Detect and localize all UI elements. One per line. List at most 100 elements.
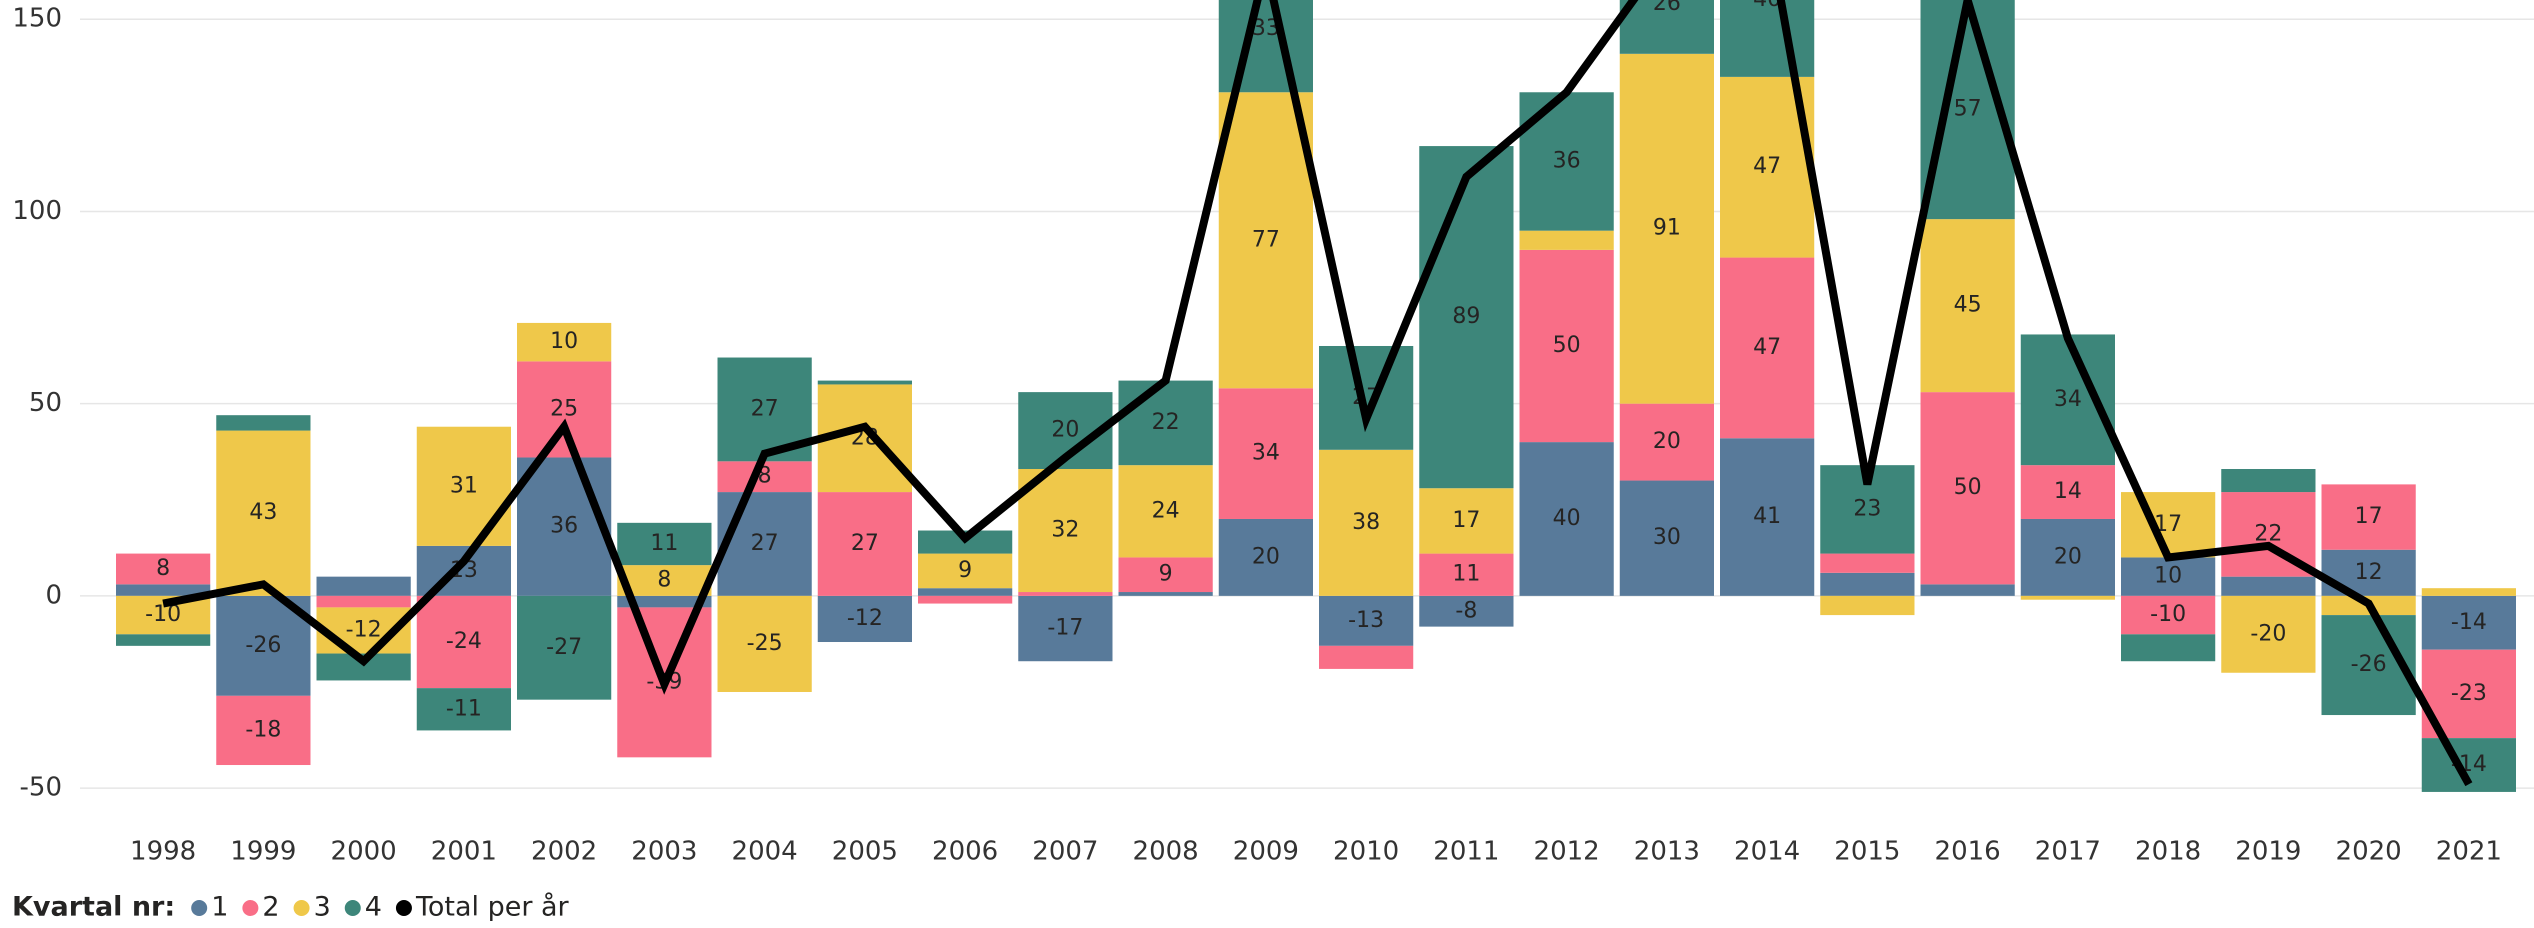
bar-segment	[1720, 0, 1815, 77]
bar-segment	[1419, 595, 1514, 627]
data-label: -17	[1047, 616, 1083, 641]
bar-segment	[1319, 449, 1414, 596]
data-label: -25	[747, 631, 783, 656]
data-label: 17	[1452, 508, 1480, 533]
data-label: -27	[546, 635, 582, 660]
bar-segment	[918, 553, 1013, 589]
data-label: 40	[1553, 506, 1581, 531]
line-area	[162, 0, 2473, 787]
y-tick-label: -50	[20, 773, 62, 803]
x-tick-label: 2009	[1233, 837, 1299, 867]
data-label: 89	[1452, 304, 1480, 329]
data-label: 25	[550, 396, 578, 421]
data-label: -12	[346, 617, 382, 642]
bar-segment	[817, 380, 912, 385]
data-label: 38	[1352, 510, 1380, 535]
bar-segment	[416, 426, 511, 546]
x-tick-label: 2005	[832, 837, 898, 867]
legend-marker	[293, 900, 310, 916]
bar-segment	[1619, 480, 1714, 596]
bar-segment	[1519, 230, 1614, 250]
bar-segment	[1419, 488, 1514, 554]
bar-segment	[2121, 557, 2216, 596]
bar-segment	[717, 492, 812, 596]
data-label: 8	[156, 556, 170, 581]
x-tick-label: 2011	[1433, 837, 1499, 867]
bar-segment	[116, 553, 211, 585]
bar-segment	[1920, 392, 2015, 585]
data-label: 12	[2355, 560, 2383, 585]
data-label: 9	[958, 558, 972, 583]
x-tick-label: 2000	[331, 837, 397, 867]
x-tick-label: 2014	[1734, 837, 1800, 867]
data-label: 8	[657, 567, 671, 592]
data-label: 9	[1159, 562, 1173, 587]
bar-segment	[1519, 249, 1614, 443]
data-label: -23	[2451, 681, 2487, 706]
bar-segment	[717, 461, 812, 493]
data-label: -11	[446, 696, 482, 721]
bar-segment	[2020, 518, 2115, 596]
data-label: 36	[550, 514, 578, 539]
bar-segment	[1920, 219, 2015, 393]
bar-segment	[1319, 645, 1414, 669]
data-label: 50	[1954, 475, 1982, 500]
x-tick-label: 2001	[431, 837, 497, 867]
bar-segment	[1619, 403, 1714, 481]
data-label: -10	[2150, 602, 2186, 627]
y-tick-label: 50	[29, 388, 62, 418]
bar-segment	[1820, 572, 1915, 596]
data-label: 20	[1653, 429, 1681, 454]
bar-segment	[1419, 146, 1514, 489]
x-tick-label: 2021	[2436, 837, 2502, 867]
bar-segment	[2421, 595, 2516, 650]
bar-segment	[1018, 595, 1113, 662]
data-label: -18	[245, 717, 281, 742]
bar-segment	[2221, 595, 2316, 673]
bar-segment	[1619, 53, 1714, 404]
bar-segment	[1118, 380, 1213, 466]
legend-marker	[242, 900, 259, 916]
bar-segment	[1018, 592, 1113, 596]
x-tick-label: 2012	[1534, 837, 1600, 867]
x-tick-label: 2020	[2336, 837, 2402, 867]
data-label: 91	[1653, 216, 1681, 241]
bar-segment	[316, 595, 411, 608]
x-tick-label: 2017	[2035, 837, 2101, 867]
bar-segment	[717, 595, 812, 692]
bar-segment	[416, 688, 511, 731]
data-label: -13	[1348, 608, 1384, 633]
bar-segment	[2020, 595, 2115, 600]
data-label: 32	[1051, 518, 1079, 543]
bar-segment	[416, 595, 511, 689]
bar-segment	[1720, 438, 1815, 596]
bar-segment	[918, 595, 1013, 604]
x-tick-label: 2007	[1032, 837, 1098, 867]
data-label: 11	[1452, 562, 1480, 587]
x-tick-label: 2018	[2135, 837, 2201, 867]
bar-segment	[1218, 388, 1313, 519]
data-label: 47	[1753, 154, 1781, 179]
bar-segment	[2221, 576, 2316, 596]
legend-marker	[395, 900, 412, 916]
bar-segment	[1920, 584, 2015, 596]
bar-segment	[1218, 92, 1313, 389]
x-tick-label: 1999	[230, 837, 296, 867]
data-label: 11	[650, 531, 678, 556]
bar-segment	[918, 588, 1013, 596]
bar-segment	[316, 576, 411, 596]
bar-segment	[1018, 469, 1113, 593]
legend-label: 3	[314, 892, 331, 923]
data-label: 24	[1152, 498, 1180, 523]
x-tick-label: 2006	[932, 837, 998, 867]
x-tick-label: 2016	[1935, 837, 2001, 867]
bar-segment	[1319, 345, 1414, 450]
total-line	[162, 0, 2473, 787]
legend-label: Total per år	[415, 892, 570, 923]
data-label: 34	[1252, 441, 1280, 466]
data-label: 10	[550, 329, 578, 354]
legend: Kvartal nr: 1 2 3 4 Total per år	[12, 892, 570, 923]
data-label: 50	[1553, 333, 1581, 358]
